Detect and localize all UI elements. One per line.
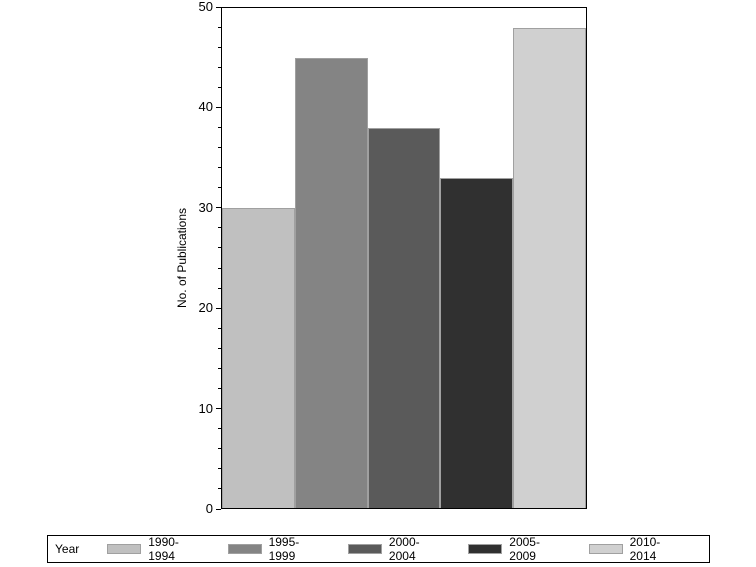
y-minor-tick (218, 167, 221, 169)
y-major-tick (216, 106, 221, 108)
bar-1995-1999 (294, 58, 368, 508)
legend-item: 2010-2014 (588, 535, 687, 563)
y-tick-label: 40 (198, 99, 213, 115)
y-minor-tick (218, 327, 221, 329)
legend-swatch (588, 544, 623, 554)
y-tick-label: 0 (205, 501, 213, 516)
y-minor-tick (218, 227, 221, 229)
y-minor-tick (218, 367, 221, 369)
legend-swatch (347, 544, 382, 554)
y-minor-tick (218, 247, 221, 249)
legend-swatch (227, 544, 262, 554)
bar-2010-2014 (513, 28, 586, 508)
bar-1990-1994 (222, 208, 295, 508)
legend-label: 2005-2009 (509, 535, 540, 563)
legend-label: 2010-2014 (629, 535, 661, 563)
y-minor-tick (218, 428, 221, 430)
y-tick-label: 10 (198, 400, 213, 416)
y-tick-label: 30 (198, 199, 213, 215)
bar-2000-2004 (367, 128, 441, 508)
y-minor-tick (218, 468, 221, 470)
y-minor-tick (218, 488, 221, 490)
y-minor-tick (218, 347, 221, 349)
legend-item: 1995-1999 (227, 535, 326, 563)
y-major-tick (216, 207, 221, 209)
y-minor-tick (218, 26, 221, 28)
bar-2005-2009 (440, 178, 514, 508)
y-minor-tick (218, 126, 221, 128)
y-tick-label: 20 (198, 300, 213, 316)
y-minor-tick (218, 448, 221, 450)
legend-label: 2000-2004 (388, 535, 420, 563)
legend: Year 1990-1994 1995-1999 2000-2004 2005-… (47, 535, 710, 563)
legend-label: 1995-1999 (268, 535, 300, 563)
y-minor-tick (218, 66, 221, 68)
y-minor-tick (218, 287, 221, 289)
y-minor-tick (218, 46, 221, 48)
y-major-tick (216, 408, 221, 410)
legend-item: 2005-2009 (468, 535, 566, 563)
y-minor-tick (218, 86, 221, 88)
legend-label: 1990-1994 (148, 535, 179, 563)
legend-item: 1990-1994 (107, 535, 205, 563)
legend-swatch (468, 544, 503, 554)
plot-area (221, 7, 587, 509)
legend-swatch (107, 544, 142, 554)
y-tick-label: 50 (198, 0, 213, 14)
y-minor-tick (218, 187, 221, 189)
y-minor-tick (218, 267, 221, 269)
y-major-tick (216, 307, 221, 309)
y-major-tick (216, 508, 221, 510)
y-minor-tick (218, 147, 221, 149)
y-major-tick (216, 6, 221, 8)
legend-title: Year (55, 542, 80, 556)
legend-item: 2000-2004 (347, 535, 446, 563)
y-axis-label: No. of Publications (175, 207, 189, 309)
y-minor-tick (218, 388, 221, 390)
